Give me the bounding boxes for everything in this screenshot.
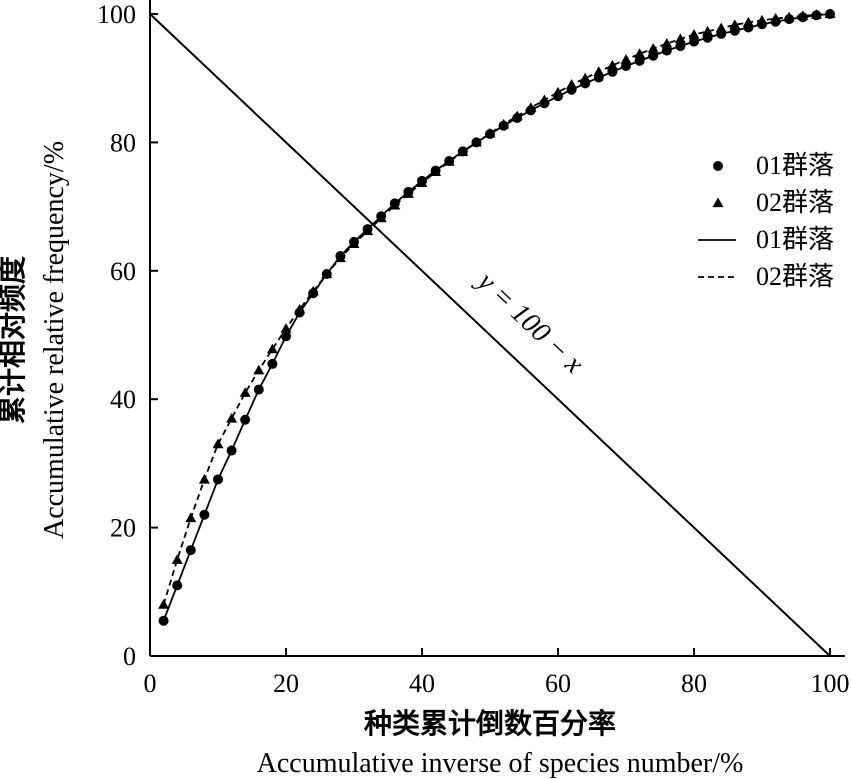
- data-point-circle: [158, 615, 169, 626]
- y-tick-label: 40: [110, 385, 136, 414]
- data-point-triangle: [552, 86, 564, 97]
- data-point-circle: [634, 55, 645, 66]
- data-point-triangle: [647, 43, 659, 53]
- legend-label: 02群落: [756, 262, 834, 291]
- data-point-triangle: [606, 59, 618, 70]
- data-point-circle: [281, 331, 291, 342]
- data-point-triangle: [702, 25, 714, 36]
- data-point-triangle: [348, 238, 360, 248]
- data-point-triangle: [674, 33, 686, 44]
- legend-label: 02群落: [756, 188, 834, 217]
- data-point-triangle: [470, 136, 482, 147]
- data-point-circle: [240, 414, 251, 425]
- axis-titles: 种类累计倒数百分率 Accumulative inverse of specie…: [0, 141, 743, 779]
- data-point-triangle: [715, 22, 727, 33]
- x-axis-ticks: 0 20 40 60 80 100: [144, 648, 850, 698]
- data-point-triangle: [783, 11, 795, 22]
- data-point-triangle: [321, 268, 333, 279]
- legend-label: 01群落: [756, 151, 834, 180]
- data-point-triangle: [538, 94, 550, 105]
- data-point-circle: [675, 41, 686, 52]
- series-lines: [162, 13, 831, 622]
- data-point-triangle: [307, 285, 319, 296]
- data-point-triangle: [239, 387, 251, 397]
- data-point-triangle: [375, 212, 387, 223]
- data-point-triangle: [661, 38, 673, 48]
- data-point-triangle: [824, 8, 836, 19]
- legend-label: 01群落: [756, 225, 834, 254]
- data-point-triangle: [158, 599, 170, 609]
- y-axis-ticks: 0 20 40 60 80 100: [97, 0, 158, 671]
- data-point-triangle: [362, 225, 374, 236]
- data-point-triangle: [457, 146, 469, 157]
- y-tick-label: 100: [97, 0, 136, 29]
- y-axis-title: 累计相对频度: [0, 256, 29, 424]
- data-point-triangle: [430, 166, 442, 177]
- x-axis-title: 种类累计倒数百分率: [364, 707, 616, 740]
- x-tick-label: 60: [545, 669, 571, 698]
- data-point-triangle: [416, 177, 428, 187]
- data-point-triangle: [511, 110, 523, 121]
- y-axis-title-english: Accumulative relative frequency/%: [39, 141, 70, 539]
- data-point-triangle: [280, 323, 292, 333]
- y-tick-label: 20: [110, 514, 136, 543]
- y-tick-label: 80: [110, 128, 136, 157]
- data-point-triangle: [756, 14, 768, 25]
- data-point-triangle: [198, 473, 210, 484]
- x-tick-label: 0: [144, 669, 157, 698]
- reference-layer: y = 100 − x: [149, 13, 831, 657]
- reference-line-y-equals-100-minus-x: [149, 13, 831, 657]
- legend-symbol-circle: [713, 161, 723, 171]
- series-line-1: [162, 13, 831, 622]
- data-point-circle: [689, 36, 699, 47]
- data-point-circle: [213, 474, 223, 485]
- data-point-circle: [226, 445, 237, 456]
- data-point-triangle: [389, 199, 401, 210]
- x-tick-label: 100: [811, 669, 850, 698]
- data-point-triangle: [334, 252, 346, 263]
- data-point-triangle: [593, 66, 605, 76]
- data-point-triangle: [688, 29, 700, 39]
- data-point-triangle: [729, 19, 741, 30]
- data-point-triangle: [212, 438, 224, 449]
- y-tick-label: 0: [123, 642, 136, 671]
- data-point-triangle: [266, 343, 278, 354]
- data-point-triangle: [443, 156, 455, 166]
- data-point-circle: [172, 580, 183, 591]
- legend: 01群落 02群落 01群落 02群落: [698, 151, 834, 291]
- data-point-triangle: [253, 364, 265, 375]
- data-point-triangle: [620, 54, 632, 64]
- data-point-triangle: [797, 10, 809, 21]
- x-axis-title-english: Accumulative inverse of species number/%: [257, 748, 744, 779]
- data-point-triangle: [185, 512, 197, 523]
- data-point-circle: [253, 384, 264, 395]
- data-point-circle: [199, 509, 210, 520]
- reference-line-annotation: y = 100 − x: [469, 264, 589, 380]
- series-markers: [158, 8, 836, 626]
- data-point-circle: [648, 50, 659, 61]
- data-point-circle: [185, 545, 196, 556]
- data-point-triangle: [810, 9, 822, 19]
- data-point-triangle: [171, 554, 183, 564]
- data-point-circle: [267, 358, 278, 369]
- data-point-triangle: [484, 127, 496, 138]
- data-point-triangle: [770, 12, 782, 23]
- data-point-triangle: [634, 48, 646, 58]
- data-point-triangle: [294, 303, 306, 314]
- data-point-triangle: [579, 72, 591, 83]
- data-point-triangle: [498, 118, 510, 129]
- data-point-circle: [661, 45, 672, 56]
- data-point-triangle: [226, 412, 238, 423]
- data-point-triangle: [525, 102, 537, 112]
- data-point-triangle: [742, 16, 754, 27]
- axes: 0 20 40 60 80 100 0 20 40 60 80 100: [97, 0, 850, 698]
- x-tick-label: 20: [273, 669, 299, 698]
- data-point-triangle: [566, 79, 578, 89]
- x-tick-label: 40: [409, 669, 435, 698]
- data-point-triangle: [402, 188, 414, 198]
- x-tick-label: 80: [681, 669, 707, 698]
- legend-symbol-triangle: [712, 197, 724, 208]
- y-tick-label: 60: [110, 257, 136, 286]
